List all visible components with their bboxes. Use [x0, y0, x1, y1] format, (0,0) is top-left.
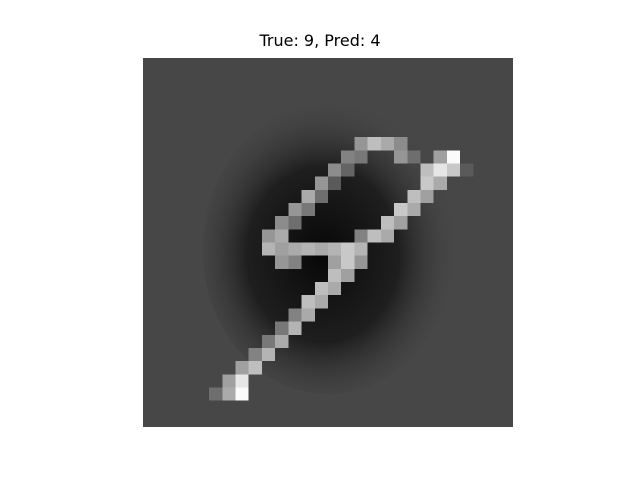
digit-strokes [209, 137, 474, 401]
digit-pixel [354, 150, 368, 164]
digit-pixel [380, 229, 395, 243]
digit-image [143, 58, 513, 427]
digit-pixel [209, 387, 223, 401]
digit-pixel [275, 242, 289, 256]
digit-pixel [261, 347, 276, 362]
digit-pixel [407, 189, 421, 203]
digit-pixel [328, 176, 342, 190]
digit-pixel [420, 189, 434, 203]
digit-pixel [314, 295, 328, 309]
digit-pixel [367, 229, 381, 243]
digit-pixel [433, 176, 447, 190]
digit-pixel [367, 137, 381, 151]
digit-pixel [288, 308, 302, 322]
digit-pixel [328, 268, 342, 283]
digit-pixel [341, 255, 355, 269]
digit-pixel [248, 347, 262, 362]
digit-pixel [314, 282, 328, 296]
digit-pixel [407, 150, 421, 164]
digit-pixel [394, 150, 408, 164]
digit-pixel [248, 361, 262, 375]
digit-pixel [261, 334, 276, 348]
digit-pixel [354, 137, 368, 151]
digit-pixel [222, 374, 236, 388]
digit-pixel [328, 255, 342, 269]
digit-pixel [380, 216, 395, 230]
digit-pixel [314, 242, 328, 256]
digit-pixel [328, 163, 342, 177]
digit-pixel [301, 295, 315, 309]
digit-pixel [328, 242, 342, 256]
digit-pixel [261, 229, 276, 243]
digit-pixel [275, 321, 289, 335]
digit-pixel [314, 189, 328, 203]
digit-pixel [288, 242, 302, 256]
digit-pixel [341, 268, 355, 283]
digit-pixel [341, 163, 355, 177]
digit-pixel [288, 216, 302, 230]
digit-pixel [301, 242, 315, 256]
digit-pixel [420, 163, 434, 177]
digit-pixel [275, 334, 289, 348]
digit-image-pixels [143, 58, 513, 427]
digit-pixel [314, 176, 328, 190]
digit-pixel [275, 255, 289, 269]
digit-pixel [235, 374, 249, 388]
digit-pixel [275, 216, 289, 230]
digit-pixel [420, 176, 434, 190]
digit-pixel [301, 308, 315, 322]
digit-pixel [341, 150, 355, 164]
digit-pixel [394, 216, 408, 230]
digit-pixel [394, 137, 408, 151]
digit-pixel [301, 189, 315, 203]
digit-pixel [354, 255, 368, 269]
digit-pixel [446, 150, 461, 164]
digit-pixel [275, 229, 289, 243]
digit-pixel [288, 202, 302, 217]
digit-pixel [288, 321, 302, 335]
digit-pixel [354, 229, 368, 243]
digit-pixel [328, 282, 342, 296]
digit-pixel [235, 361, 249, 375]
digit-pixel [288, 255, 302, 269]
digit-pixel [407, 202, 421, 217]
digit-pixel [433, 163, 447, 177]
digit-pixel [433, 150, 447, 164]
digit-pixel [341, 242, 355, 256]
digit-pixel [460, 163, 474, 177]
digit-pixel [446, 163, 461, 177]
digit-pixel [380, 137, 395, 151]
digit-pixel [261, 242, 276, 256]
figure-title: True: 9, Pred: 4 [259, 31, 381, 50]
digit-pixel [235, 387, 249, 401]
digit-pixel [222, 387, 236, 401]
digit-pixel [301, 202, 315, 217]
digit-pixel [354, 242, 368, 256]
digit-pixel [394, 202, 408, 217]
